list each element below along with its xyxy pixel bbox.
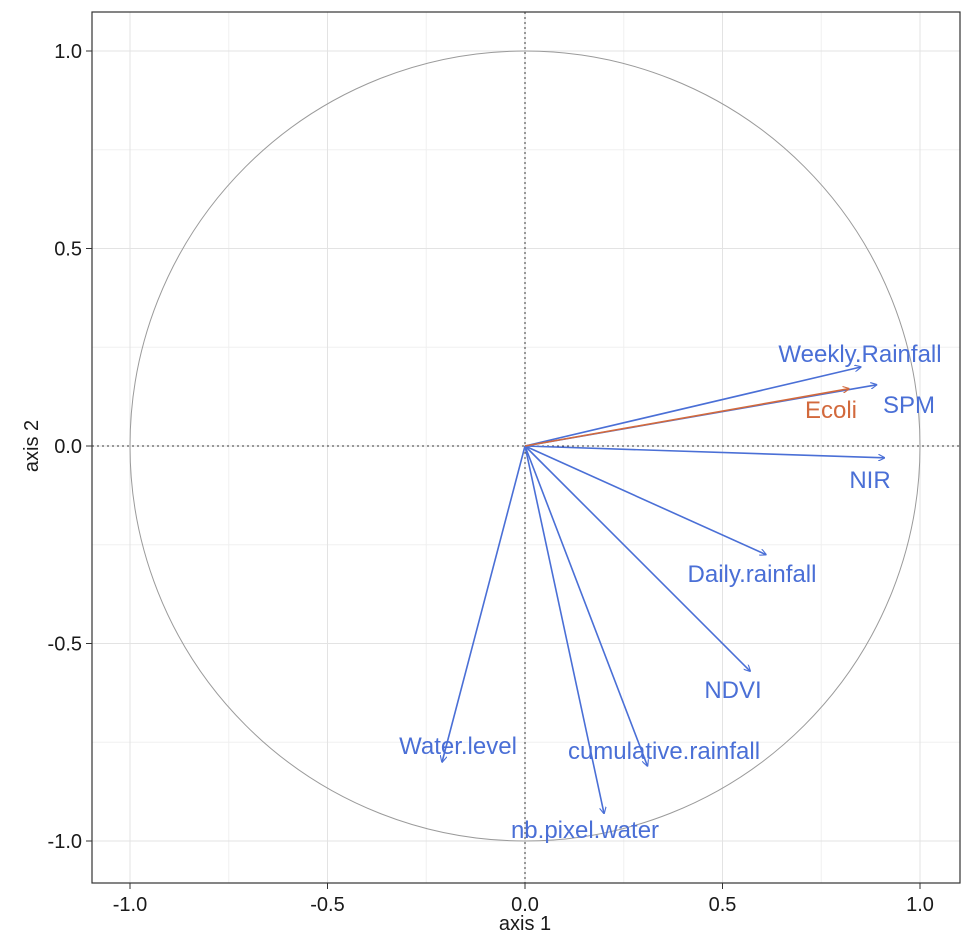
y-tick-label-1: -0.5 — [48, 634, 82, 656]
arrow-nb-pixel-water — [524, 445, 604, 813]
x-axis: -1.0 -0.5 0.0 0.5 1.0 — [113, 883, 934, 916]
y-tick-label-4: 1.0 — [54, 41, 82, 63]
y-axis: -1.0 -0.5 0.0 0.5 1.0 — [48, 41, 92, 853]
arrow-ecoli — [524, 389, 849, 447]
arrow-water-level — [442, 445, 526, 762]
x-tick-label-4: 1.0 — [906, 894, 934, 916]
x-axis-title: axis 1 — [499, 913, 551, 935]
arrow-ndvi — [524, 445, 750, 671]
label-nir: NIR — [849, 467, 890, 494]
label-weekly-rainfall: Weekly.Rainfall — [778, 341, 941, 368]
vector-labels: Weekly.Rainfall SPM Ecoli NIR Daily.rainfall… — [399, 341, 942, 844]
label-daily-rainfall: Daily.rainfall — [688, 561, 817, 588]
label-spm: SPM — [883, 392, 935, 419]
x-tick-label-2: 0.0 — [511, 894, 539, 916]
x-tick-label-1: -0.5 — [310, 894, 344, 916]
label-water-level: Water.level — [399, 733, 517, 760]
unit-circle — [129, 50, 921, 842]
x-tick-label-0: -1.0 — [113, 894, 147, 916]
plot-border — [91, 11, 961, 884]
y-tick-label-2: 0.0 — [54, 436, 82, 458]
vector-arrows — [442, 367, 884, 813]
y-axis-title: axis 2 — [21, 420, 43, 472]
y-tick-label-3: 0.5 — [54, 239, 82, 261]
label-ecoli: Ecoli — [805, 397, 857, 424]
arrow-nir — [524, 445, 884, 458]
label-cumulative-rainfall: cumulative.rainfall — [568, 738, 760, 765]
x-tick-label-3: 0.5 — [709, 894, 737, 916]
label-nb-pixel-water: nb.pixel.water — [511, 817, 659, 844]
arrow-weekly-rainfall — [524, 367, 861, 447]
arrow-daily-rainfall — [524, 445, 766, 555]
y-tick-label-0: -1.0 — [48, 831, 82, 853]
label-ndvi: NDVI — [704, 677, 761, 704]
arrow-cumulative-rainfall — [524, 445, 647, 766]
